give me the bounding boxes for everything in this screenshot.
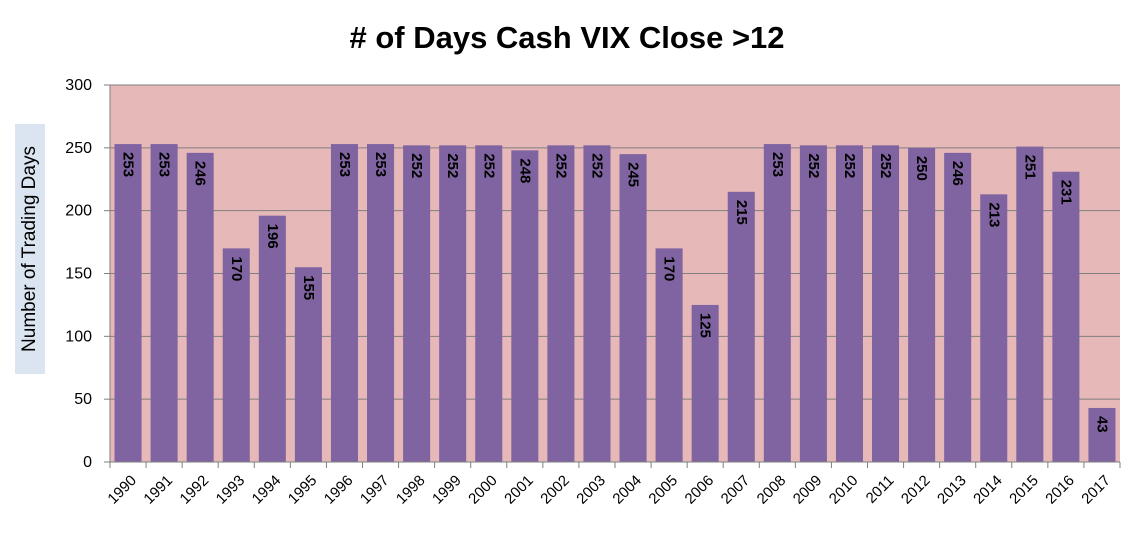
x-tick-label: 2004 — [609, 472, 645, 508]
x-tick-label: 1993 — [213, 472, 249, 508]
bar — [727, 191, 755, 463]
x-tick-label: 2007 — [718, 472, 754, 508]
bar — [186, 152, 214, 463]
data-label: 251 — [1021, 155, 1038, 180]
bar — [222, 248, 250, 462]
x-tick-label: 2003 — [573, 472, 609, 508]
x-tick-label: 2017 — [1078, 472, 1114, 508]
y-axis-label-background — [15, 124, 45, 374]
data-label: 213 — [985, 202, 1002, 227]
bar — [439, 145, 467, 462]
data-label: 43 — [1093, 416, 1110, 433]
x-tick-label: 2011 — [863, 472, 898, 507]
x-tick-label: 2005 — [645, 472, 681, 508]
x-tick-label: 2000 — [465, 472, 501, 508]
data-labels: 253 253 246 170 196 155 253 253 252 252 252 248 252 2… — [120, 152, 1111, 433]
data-label: 231 — [1057, 180, 1074, 205]
x-tick-label: 2001 — [501, 472, 537, 508]
y-tick-label: 300 — [65, 77, 92, 94]
x-tick-label: 1990 — [104, 472, 140, 508]
data-label: 252 — [588, 153, 605, 178]
x-tick-label: 1998 — [393, 472, 429, 508]
chart-title: # of Days Cash VIX Close >12 — [349, 20, 785, 55]
bar — [150, 144, 178, 462]
bar — [367, 144, 395, 462]
data-label: 252 — [841, 153, 858, 178]
bars — [114, 144, 1116, 463]
bar — [872, 145, 900, 462]
axes — [104, 84, 1121, 468]
data-label: 252 — [877, 153, 894, 178]
x-tick-label: 1997 — [357, 472, 393, 508]
bar — [799, 145, 827, 462]
data-label: 245 — [625, 162, 642, 187]
x-tick-label: 1992 — [177, 472, 213, 508]
x-tick-label: 2015 — [1006, 472, 1042, 508]
data-label: 125 — [697, 313, 714, 338]
bar — [294, 267, 322, 462]
x-tick-label: 2014 — [970, 472, 1006, 508]
bar — [835, 145, 863, 462]
data-label: 170 — [661, 256, 678, 281]
data-label: 170 — [228, 256, 245, 281]
y-tick-label: 100 — [65, 328, 92, 345]
data-label: 253 — [769, 152, 786, 177]
x-tick-label: 1991 — [140, 472, 176, 508]
data-label: 196 — [264, 224, 281, 249]
bar — [619, 154, 647, 462]
y-tick-label: 200 — [65, 203, 92, 220]
x-tick-label: 2013 — [934, 472, 970, 508]
data-label: 252 — [444, 153, 461, 178]
data-label: 252 — [480, 153, 497, 178]
data-label: 253 — [336, 152, 353, 177]
x-tick-label: 2012 — [898, 472, 934, 508]
x-tick-label: 1995 — [285, 472, 321, 508]
bar — [547, 145, 575, 462]
bar — [330, 144, 358, 462]
data-label: 155 — [300, 275, 317, 300]
x-tick-label: 1994 — [249, 472, 285, 508]
bar — [258, 215, 286, 462]
data-label: 253 — [120, 152, 137, 177]
data-label: 215 — [733, 200, 750, 225]
data-label: 252 — [805, 153, 822, 178]
x-tick-labels: 1990 1991 1992 1993 1994 1995 1996 1997 1998 1999… — [104, 472, 1114, 508]
bar — [583, 145, 611, 462]
bar — [655, 248, 683, 462]
y-tick-label: 0 — [83, 454, 92, 471]
x-tick-label: 1996 — [321, 472, 357, 508]
bar — [1088, 407, 1116, 462]
data-label: 252 — [408, 153, 425, 178]
bar — [511, 150, 539, 462]
bar — [980, 194, 1008, 462]
data-label: 253 — [156, 152, 173, 177]
bar — [763, 144, 791, 462]
x-tick-label: 2016 — [1042, 472, 1078, 508]
data-label: 252 — [552, 153, 569, 178]
data-label: 246 — [949, 161, 966, 186]
y-tick-label: 150 — [65, 266, 92, 283]
bar — [403, 145, 431, 462]
x-tick-label: 1999 — [429, 472, 465, 508]
data-label: 250 — [913, 156, 930, 181]
data-label: 248 — [516, 158, 533, 183]
x-tick-label: 2006 — [682, 472, 718, 508]
data-label: 253 — [372, 152, 389, 177]
bar — [475, 145, 503, 462]
bar — [691, 304, 719, 462]
y-tick-label: 250 — [65, 140, 92, 157]
x-tick-label: 2008 — [754, 472, 790, 508]
bar — [944, 152, 972, 463]
bar — [1052, 171, 1080, 462]
x-tick-label: 2002 — [537, 472, 573, 508]
bar — [1016, 146, 1044, 462]
bar — [114, 144, 142, 462]
y-tick-labels: 0 50 100 150 200 250 300 — [65, 77, 92, 471]
data-label: 246 — [192, 161, 209, 186]
bar — [908, 147, 936, 463]
x-tick-label: 2009 — [790, 472, 826, 508]
y-tick-label: 50 — [74, 391, 92, 408]
x-tick-label: 2010 — [826, 472, 862, 508]
